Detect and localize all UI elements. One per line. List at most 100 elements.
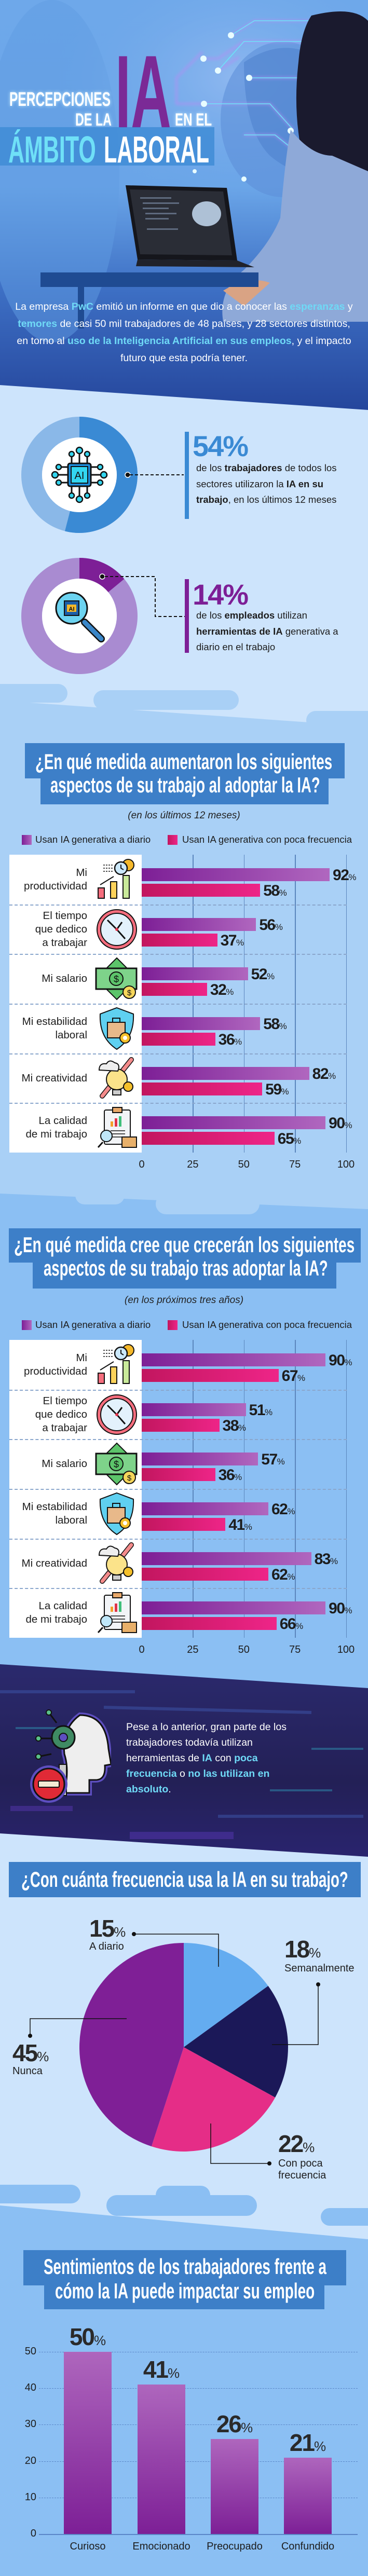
legend-label-daily: Usan IA generativa a diario (35, 834, 151, 845)
category-label: Mi productividad (24, 866, 87, 892)
value: 83 (314, 1550, 331, 1568)
cloud-decoration (321, 2208, 368, 2226)
value: 51 (249, 1401, 266, 1419)
x-tick-label: 100 (337, 1159, 355, 1170)
value: 36 (218, 1467, 235, 1484)
unit: % (234, 1472, 242, 1483)
y-tick-label: 30 (24, 2418, 36, 2430)
bar-value-label: 92% (333, 868, 357, 884)
chart1-title-line2: aspectos de su trabajo al adoptar la IA? (50, 773, 320, 797)
bar-value-label: 41% (228, 1517, 252, 1533)
stat-14-accent-bar (185, 579, 189, 653)
clock-icon (95, 1393, 139, 1436)
chart1-title-line1: ¿En qué medida aumentaron los siguientes (35, 749, 333, 774)
bar-daily (142, 1453, 258, 1466)
x-tick-label: 50 (238, 1159, 250, 1170)
hero-section: PERCEPCIONES DE LA IA EN EL ÁMBITO LABOR… (0, 0, 368, 410)
value: 90 (329, 1600, 345, 1618)
intro-paragraph: La empresa PwC emitió un informe en que … (11, 298, 357, 367)
cloud-decoration (156, 2186, 210, 2204)
quality-clipboard-icon (95, 1591, 139, 1635)
bar-value-label: 62% (271, 1566, 295, 1583)
bar-low-frequency (142, 933, 217, 947)
unit: % (328, 1071, 336, 1081)
value: 65 (277, 1130, 294, 1148)
text-segment: con (212, 1752, 235, 1764)
bar-value-label: 90% (329, 1600, 352, 1618)
hero-title-band (0, 127, 214, 166)
value: 90 (329, 1352, 345, 1369)
highlight-text: IA (202, 1752, 212, 1764)
pie-value-never: 45% (12, 2041, 49, 2065)
hero-title-ambito: ÁMBITO (8, 129, 96, 171)
value: 57 (261, 1451, 278, 1469)
bar-value-label: 58% (263, 1017, 287, 1033)
unit: % (234, 1037, 242, 1047)
unit: % (297, 1373, 306, 1383)
stat-14-leader-line (99, 573, 185, 617)
svg-text:$: $ (114, 1459, 119, 1470)
value: 56 (259, 916, 276, 934)
bar-daily (142, 1552, 311, 1565)
unit: % (295, 1621, 304, 1632)
row-separator (9, 954, 347, 955)
category-label: Mi estabilidad laboral (22, 1500, 87, 1526)
bar-daily (142, 1403, 246, 1416)
unit: % (94, 2333, 106, 2348)
hero-title-ia: IA (115, 34, 171, 150)
unit: % (344, 1358, 352, 1367)
x-tick-label: 25 (187, 1644, 199, 1655)
value: 82 (312, 1065, 329, 1083)
bar-low-frequency (142, 983, 207, 996)
y-tick-label: 10 (24, 2491, 36, 2503)
text-segment: o (176, 1768, 188, 1779)
value: 50 (69, 2323, 95, 2350)
circuit-decoration (0, 1690, 363, 1839)
bar-value-label: 37% (221, 933, 244, 949)
text-segment: La empresa (15, 301, 72, 312)
text-segment: , en los últimos 12 meses (228, 494, 337, 505)
bar-daily (142, 1353, 326, 1366)
stat-14-value: 14% (193, 578, 249, 611)
bar-low-frequency (142, 1082, 263, 1095)
value: 62 (271, 1566, 288, 1583)
bar-low-frequency (142, 884, 261, 897)
bar-value-label: 36% (219, 1032, 242, 1048)
pie-leader-dot (267, 2161, 271, 2166)
cloud-decoration (75, 1186, 125, 1204)
stat-54-value: 54% (193, 430, 249, 462)
row-separator (9, 1489, 347, 1490)
row-separator (9, 1538, 347, 1540)
pie-slice-weekly (184, 1985, 288, 2098)
text-segment: Pese a lo anterior, gran parte de los tr… (126, 1721, 287, 1764)
bar-value-label: 26% (200, 2412, 269, 2436)
bar-confundido (284, 2457, 332, 2534)
chart1-title-box (40, 778, 329, 804)
pie-label-daily: A diario (89, 1941, 124, 1952)
bar-emocionado (138, 2385, 185, 2534)
unit: % (265, 1407, 273, 1417)
unit: % (114, 1924, 126, 1940)
value: 62 (271, 1501, 288, 1518)
bar-daily (142, 1017, 261, 1030)
value: 41 (143, 2356, 169, 2383)
bar-value-label: 57% (261, 1451, 285, 1469)
bar-value-label: 58% (263, 883, 287, 899)
highlight-text: no las utilizan en absoluto (126, 1768, 270, 1795)
x-tick-label: 75 (289, 1159, 301, 1170)
value: 66 (279, 1615, 296, 1633)
text-segment: de todos los sectores utilizaron la (196, 462, 337, 489)
text-segment: emitió un informe en que dio a conocer l… (93, 301, 290, 312)
pie-slice-never (79, 1943, 184, 2147)
category-label: Mi productividad (24, 1351, 87, 1377)
highlight-text: esperanzas (290, 301, 345, 312)
value: 21 (289, 2429, 315, 2456)
x-tick-label: 25 (187, 1159, 199, 1170)
category-label: Mi salario (42, 1458, 87, 1470)
pie-value-weekly: 18% (284, 1937, 321, 1961)
chart1-subtitle: (en los últimos 12 meses) (128, 810, 240, 821)
feelings-bar-chart: 0 10 20 30 40 50 50% Curioso 41% Emocionado 26% Pre… (0, 2325, 368, 2576)
chart2-bar-chart: 0 25 50 75 100 Mi productividad 90% 67% El tiemp… (0, 1340, 368, 1655)
unit: % (348, 872, 357, 882)
